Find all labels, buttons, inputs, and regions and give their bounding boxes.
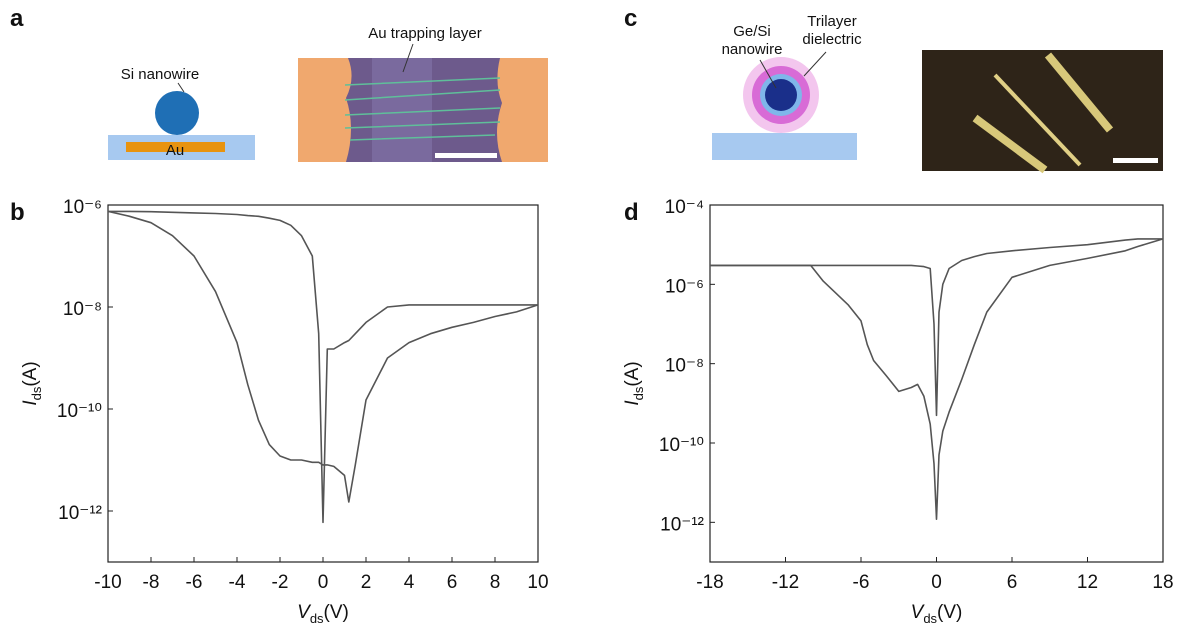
subscript: ds xyxy=(923,611,937,626)
x-tick-label: -10 xyxy=(94,572,121,593)
x-tick-label: -4 xyxy=(229,572,246,593)
symbol: I xyxy=(20,400,41,406)
x-tick-label: -6 xyxy=(186,572,203,593)
x-tick-label: -12 xyxy=(772,572,799,593)
y-tick-label: 10⁻⁶ xyxy=(63,197,102,218)
device xyxy=(1044,52,1114,133)
y-axis-label: Ids(A) xyxy=(20,361,44,405)
nanowires xyxy=(344,77,501,141)
wire-label: Si nanowire xyxy=(121,66,199,83)
x-tick-label: 6 xyxy=(1007,572,1018,593)
x-tick-label: -2 xyxy=(272,572,289,593)
data-line xyxy=(710,238,1164,520)
micrograph-c xyxy=(922,50,1163,174)
y-tick-label: 10⁻⁸ xyxy=(63,299,102,320)
wire-label: Ge/Si nanowire xyxy=(722,23,783,58)
data-line xyxy=(107,210,539,503)
x-axis-label: Vds(V) xyxy=(911,602,963,626)
data-line xyxy=(108,210,538,524)
x-tick-label: 8 xyxy=(490,572,501,593)
schematic-a: Au Si nanowire xyxy=(108,66,255,160)
panel-label: a xyxy=(10,5,24,32)
panel-label: b xyxy=(10,199,25,226)
y-tick-label: 10⁻¹⁰ xyxy=(57,401,102,422)
dielectric-label: Trilayer dielectric xyxy=(802,13,862,48)
au-label: Au xyxy=(166,142,184,159)
x-tick-label: 0 xyxy=(931,572,942,593)
scale-bar xyxy=(435,153,497,158)
pointer xyxy=(402,43,414,73)
y-tick-label: 10⁻⁶ xyxy=(665,276,704,297)
panel-label: c xyxy=(624,5,637,32)
unit: (A) xyxy=(622,361,643,386)
image-bg xyxy=(922,50,1163,171)
symbol: V xyxy=(911,602,926,623)
scale-bar xyxy=(1113,158,1158,163)
y-axis-label: Ids(A) xyxy=(622,361,646,405)
x-tick-label: 10 xyxy=(527,572,548,593)
panel-label: d xyxy=(624,199,639,226)
y-tick-label: 10⁻⁸ xyxy=(665,356,704,377)
subscript: ds xyxy=(310,611,324,626)
x-tick-label: 12 xyxy=(1077,572,1098,593)
micrograph-a: Au trapping layer xyxy=(298,25,548,162)
chart: -18 -12 -6 0 6 12 1810⁻¹²10⁻¹⁰10⁻⁸10⁻⁶10⁻⁴Vds(… xyxy=(622,197,1174,626)
electrode xyxy=(298,58,352,162)
unit: (V) xyxy=(324,602,349,623)
device xyxy=(993,73,1082,167)
unit: (V) xyxy=(937,602,962,623)
y-tick-label: 10⁻⁴ xyxy=(665,197,704,218)
x-tick-label: -6 xyxy=(853,572,870,593)
pointer xyxy=(177,82,185,93)
chart: -10 -8 -6 -4 -2 0 2 4 6 8 1010⁻¹²10⁻¹⁰10⁻⁸10⁻⁶Vds(… xyxy=(20,197,549,626)
electrode xyxy=(497,58,548,162)
image-label: Au trapping layer xyxy=(368,25,481,42)
symbol: V xyxy=(297,602,312,623)
device xyxy=(972,114,1048,174)
subscript: ds xyxy=(29,386,44,400)
subscript: ds xyxy=(631,386,646,400)
x-tick-label: 18 xyxy=(1152,572,1173,593)
nanowire xyxy=(155,91,199,135)
pointer xyxy=(759,59,777,89)
y-tick-label: 10⁻¹⁰ xyxy=(659,435,704,456)
substrate xyxy=(712,133,857,160)
data-line xyxy=(710,238,1163,417)
au-layer xyxy=(126,142,225,152)
y-tick-label: 10⁻¹² xyxy=(58,503,102,524)
symbol: I xyxy=(622,400,643,406)
x-tick-label: 0 xyxy=(318,572,329,593)
schematic-c: Ge/Si nanowire Trilayer dielectric xyxy=(712,13,862,160)
x-tick-label: 4 xyxy=(404,572,415,593)
core xyxy=(765,79,797,111)
x-tick-label: -8 xyxy=(143,572,160,593)
y-tick-label: 10⁻¹² xyxy=(660,514,704,535)
pointer xyxy=(803,51,827,77)
x-tick-label: -18 xyxy=(696,572,723,593)
au-region xyxy=(372,58,432,162)
x-tick-label: 6 xyxy=(447,572,458,593)
unit: (A) xyxy=(20,361,41,386)
x-tick-label: 2 xyxy=(361,572,372,593)
x-axis-label: Vds(V) xyxy=(297,602,349,626)
